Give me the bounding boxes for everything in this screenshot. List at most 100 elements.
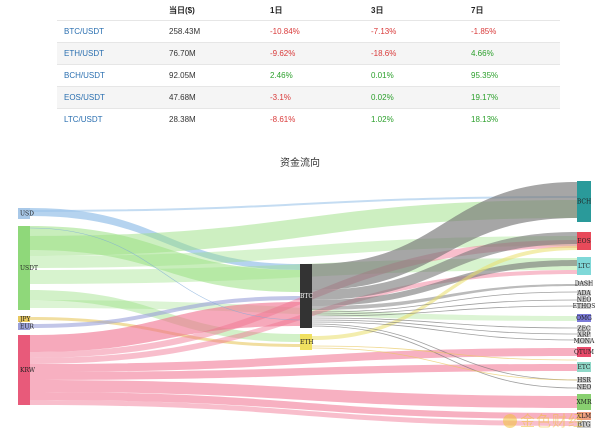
node-label: LTC [578,263,590,270]
node-xrp [577,332,591,337]
node-label: NEO [577,297,592,304]
flow-eth-eos [312,246,577,340]
change-3d-cell: -7.13% [364,20,464,43]
flow-krw-xlm [30,392,577,419]
watermark: 金色财经 [503,410,584,431]
change-3d-cell: 1.02% [364,108,464,130]
flow-btc-dash [312,284,577,310]
node-eos [577,232,591,250]
flow-usdt-eth [30,290,300,342]
table-row[interactable]: BCH/USDT 92.05M 2.46% 0.01% 95.35% [57,64,560,87]
node-usd [18,208,30,219]
change-7d-cell: 19.17% [464,86,560,109]
change-7d-cell: -1.85% [464,20,560,43]
node-label: OMG [576,315,592,322]
flow-btc-minor [311,323,578,381]
change-1d-cell: -9.62% [263,42,364,65]
table-row[interactable]: BTC/USDT 258.43M -10.84% -7.13% -1.85% [57,20,560,43]
header-3d: 3日 [371,5,384,15]
node-label: QTUM [574,349,594,356]
volume-cell: 92.05M [162,64,263,87]
volume-cell: 28.38M [162,108,263,130]
node-neo [577,297,591,302]
change-3d-cell: 0.01% [364,64,464,87]
node-label: ETHOS [573,303,596,310]
pair-cell[interactable]: BTC/USDT [57,20,162,43]
header-1d: 1日 [270,5,283,15]
change-7d-cell: 18.13% [464,108,560,130]
node-neo [577,384,591,390]
node-etc [577,362,591,372]
node-ltc [577,257,591,275]
node-label: EUR [20,324,34,331]
flow-krw-etc [30,364,577,380]
pair-cell[interactable]: LTC/USDT [57,108,162,130]
node-label: EOS [577,238,590,245]
node-label: XRP [578,332,591,339]
node-label: BTC [300,293,313,300]
logo-icon [503,414,517,428]
flow-btc-minor [311,317,578,329]
node-label: KRW [20,367,36,374]
node-krw [18,335,30,405]
volume-cell: 76.70M [162,42,263,65]
node-label: USD [20,211,34,218]
volume-cell: 258.43M [162,20,263,43]
node-jpy [18,316,30,322]
flow-btc-ltc [312,260,577,306]
flow-krw-xmr [30,380,577,408]
pair-cell[interactable]: ETH/USDT [57,42,162,65]
flow-krw-qtum [30,348,577,372]
node-xmr [577,394,591,410]
header-volume: 当日($) [169,5,195,15]
node-label: XLM [577,413,591,420]
flow-krw-btc [30,302,300,352]
flow-usdt-minor [29,227,301,321]
node-omg [577,314,591,322]
node-ethos [577,303,591,309]
flow-eth-minor [311,347,578,381]
flow-krw-btg [30,400,577,426]
node-bch [577,181,591,222]
table-header-row: 当日($) 1日 3日 7日 [57,0,560,21]
node-eur [18,323,30,330]
node-btc [300,264,312,328]
market-table: 当日($) 1日 3日 7日 BTC/USDT 258.43M -10.84% … [57,0,560,130]
flow-usdt-bch [30,200,577,256]
node-label: BCH [577,199,591,206]
change-1d-cell: -8.61% [263,108,364,130]
flow-usd-bch [30,196,577,212]
volume-cell: 47.68M [162,86,263,109]
node-eth [300,334,312,350]
node-label: MONA [574,338,595,345]
flow-eth-minor [311,345,578,361]
change-1d-cell: -10.84% [263,20,364,43]
node-label: JPY [19,316,31,323]
node-ada [577,290,591,296]
node-usdt [18,226,30,310]
node-xlm [577,412,591,420]
table-row[interactable]: LTC/USDT 28.38M -8.61% 1.02% 18.13% [57,108,560,130]
node-btg [577,421,591,428]
change-3d-cell: -18.6% [364,42,464,65]
flow-btc-minor [311,325,578,389]
node-zec [577,326,591,331]
node-mona [577,338,591,344]
node-hsr [577,377,591,383]
flow-btc-minor [311,291,578,313]
watermark-text: 金色财经 [520,412,585,430]
change-3d-cell: 0.02% [364,86,464,109]
node-label: USDT [20,265,38,272]
flow-btc-eos [312,232,577,300]
node-label: ZEC [577,326,591,333]
table-row[interactable]: EOS/USDT 47.68M -3.1% 0.02% 19.17% [57,86,560,109]
pair-cell[interactable]: EOS/USDT [57,86,162,109]
pair-cell[interactable]: BCH/USDT [57,64,162,87]
node-label: NEO [577,384,592,391]
change-7d-cell: 4.66% [464,42,560,65]
flow-btc-minor [311,319,578,335]
change-1d-cell: 2.46% [263,64,364,87]
table-row[interactable]: ETH/USDT 76.70M -9.62% -18.6% 4.66% [57,42,560,65]
node-label: ETH [300,339,314,346]
